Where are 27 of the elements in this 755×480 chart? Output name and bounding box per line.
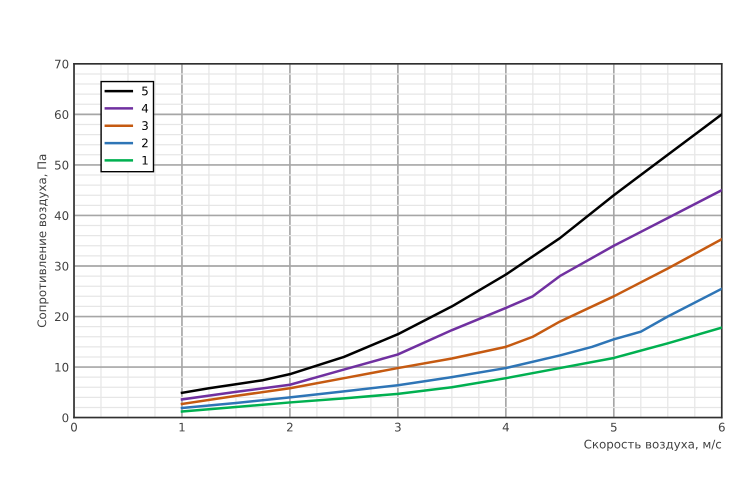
- x-tick-label: 1: [179, 422, 185, 432]
- x-tick-label: 4: [502, 422, 509, 432]
- line-series: [180, 238, 722, 406]
- x-tick-label: 6: [718, 422, 725, 432]
- legend-label: 3: [142, 121, 148, 130]
- x-tick-label: 5: [610, 422, 617, 432]
- y-axis-title: Сопротивление воздуха, Па: [37, 154, 49, 328]
- legend-label: 2: [142, 138, 148, 148]
- y-tick-label: 70: [55, 60, 68, 68]
- line-series: [180, 287, 722, 410]
- legend-label: 4: [142, 104, 148, 113]
- legend-label: 5: [142, 86, 148, 96]
- y-tick-label: 50: [55, 160, 68, 170]
- y-tick-label: 0: [62, 413, 68, 422]
- y-tick-label: 20: [54, 312, 68, 322]
- line-series: [180, 326, 722, 413]
- x-tick-label: 3: [395, 422, 401, 432]
- y-tick-label: 40: [54, 211, 68, 220]
- x-axis-title: Скорость воздуха, м/с: [584, 440, 722, 451]
- x-tick-label: 0: [71, 422, 77, 432]
- y-tick-label: 60: [54, 110, 68, 120]
- y-tick-label: 30: [55, 262, 68, 271]
- line-series: [180, 113, 722, 394]
- line-series: [180, 188, 722, 401]
- y-tick-label: 10: [55, 362, 68, 372]
- x-tick-label: 2: [287, 422, 292, 432]
- legend-label: 1: [142, 156, 148, 165]
